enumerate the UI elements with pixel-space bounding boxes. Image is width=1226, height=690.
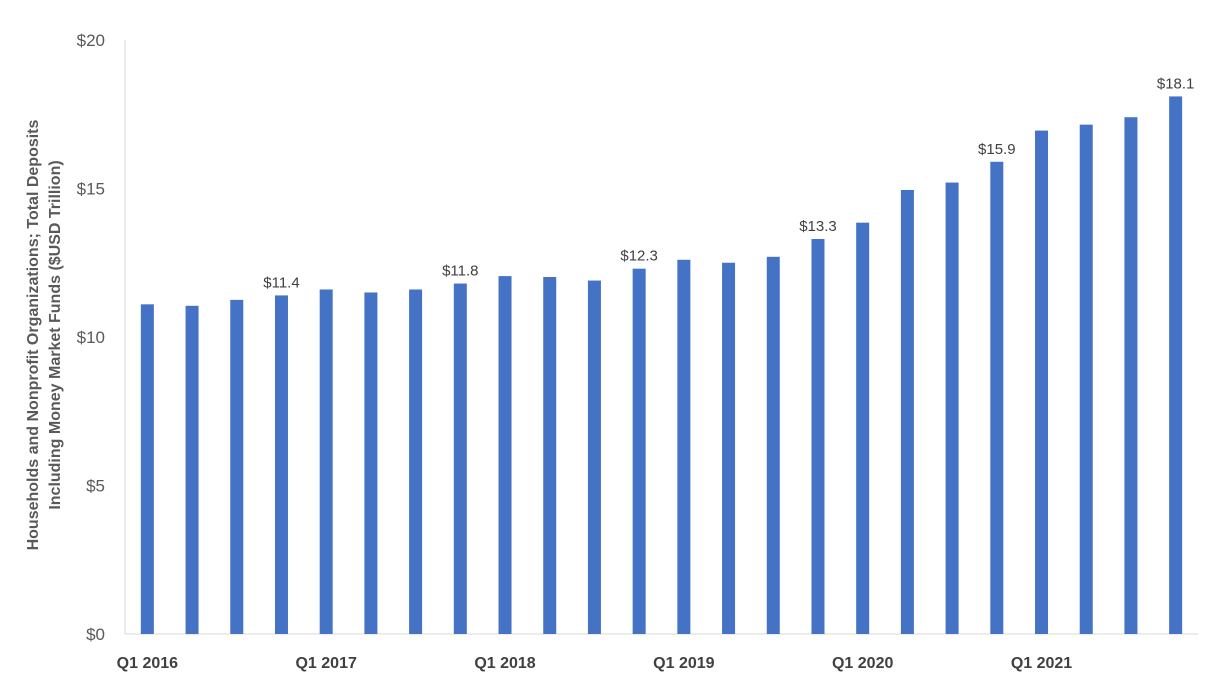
bar-q3-2019 (766, 256, 780, 634)
bar-q2-2020 (900, 189, 914, 635)
x-tick-label: Q1 2018 (474, 655, 535, 672)
y-tick-label: $10 (77, 328, 105, 347)
bar-q1-2017 (319, 289, 333, 634)
bar-q3-2021 (1124, 117, 1138, 635)
x-tick-label: Q1 2017 (295, 655, 356, 672)
data-label: $11.8 (442, 263, 478, 280)
data-label: $15.9 (978, 141, 1016, 158)
bar-q3-2020 (945, 182, 959, 634)
bar-q3-2018 (587, 280, 601, 634)
bar-q2-2017 (364, 292, 378, 634)
bar-q3-2016 (230, 299, 244, 634)
bar-q4-2018 (632, 268, 646, 634)
bar-q3-2017 (409, 289, 423, 634)
bar-q2-2019 (722, 262, 736, 634)
bar-q1-2020 (856, 222, 870, 634)
bar-q2-2016 (185, 305, 199, 634)
bar-q1-2021 (1035, 130, 1049, 634)
data-label: $11.4 (263, 274, 299, 291)
bar-q4-2020 (990, 161, 1004, 634)
y-axis-label-line-2: Including Money Market Funds ($USD Trill… (47, 160, 64, 509)
bar-q4-2021 (1169, 96, 1183, 635)
bar-q4-2017 (453, 283, 467, 634)
data-label: $13.3 (799, 218, 837, 235)
x-tick-label: Q1 2020 (832, 655, 893, 672)
bar-q1-2016 (140, 304, 154, 634)
y-tick-label: $5 (86, 477, 105, 496)
bar-q4-2016 (274, 295, 288, 634)
data-label: $12.3 (620, 248, 658, 265)
y-axis-label-line-1: Households and Nonprofit Organizations; … (25, 119, 42, 550)
bar-q4-2019 (811, 238, 825, 635)
bar-q1-2019 (677, 259, 691, 634)
bar-q1-2018 (498, 276, 512, 634)
y-tick-label: $0 (86, 625, 105, 644)
bar-q2-2018 (543, 277, 557, 634)
data-label: $18.1 (1157, 75, 1195, 92)
x-tick-label: Q1 2021 (1011, 655, 1072, 672)
x-tick-label: Q1 2016 (117, 655, 178, 672)
y-tick-label: $20 (77, 31, 105, 50)
y-tick-label: $15 (77, 180, 105, 199)
bar-q2-2021 (1079, 124, 1093, 635)
x-tick-label: Q1 2019 (653, 655, 714, 672)
